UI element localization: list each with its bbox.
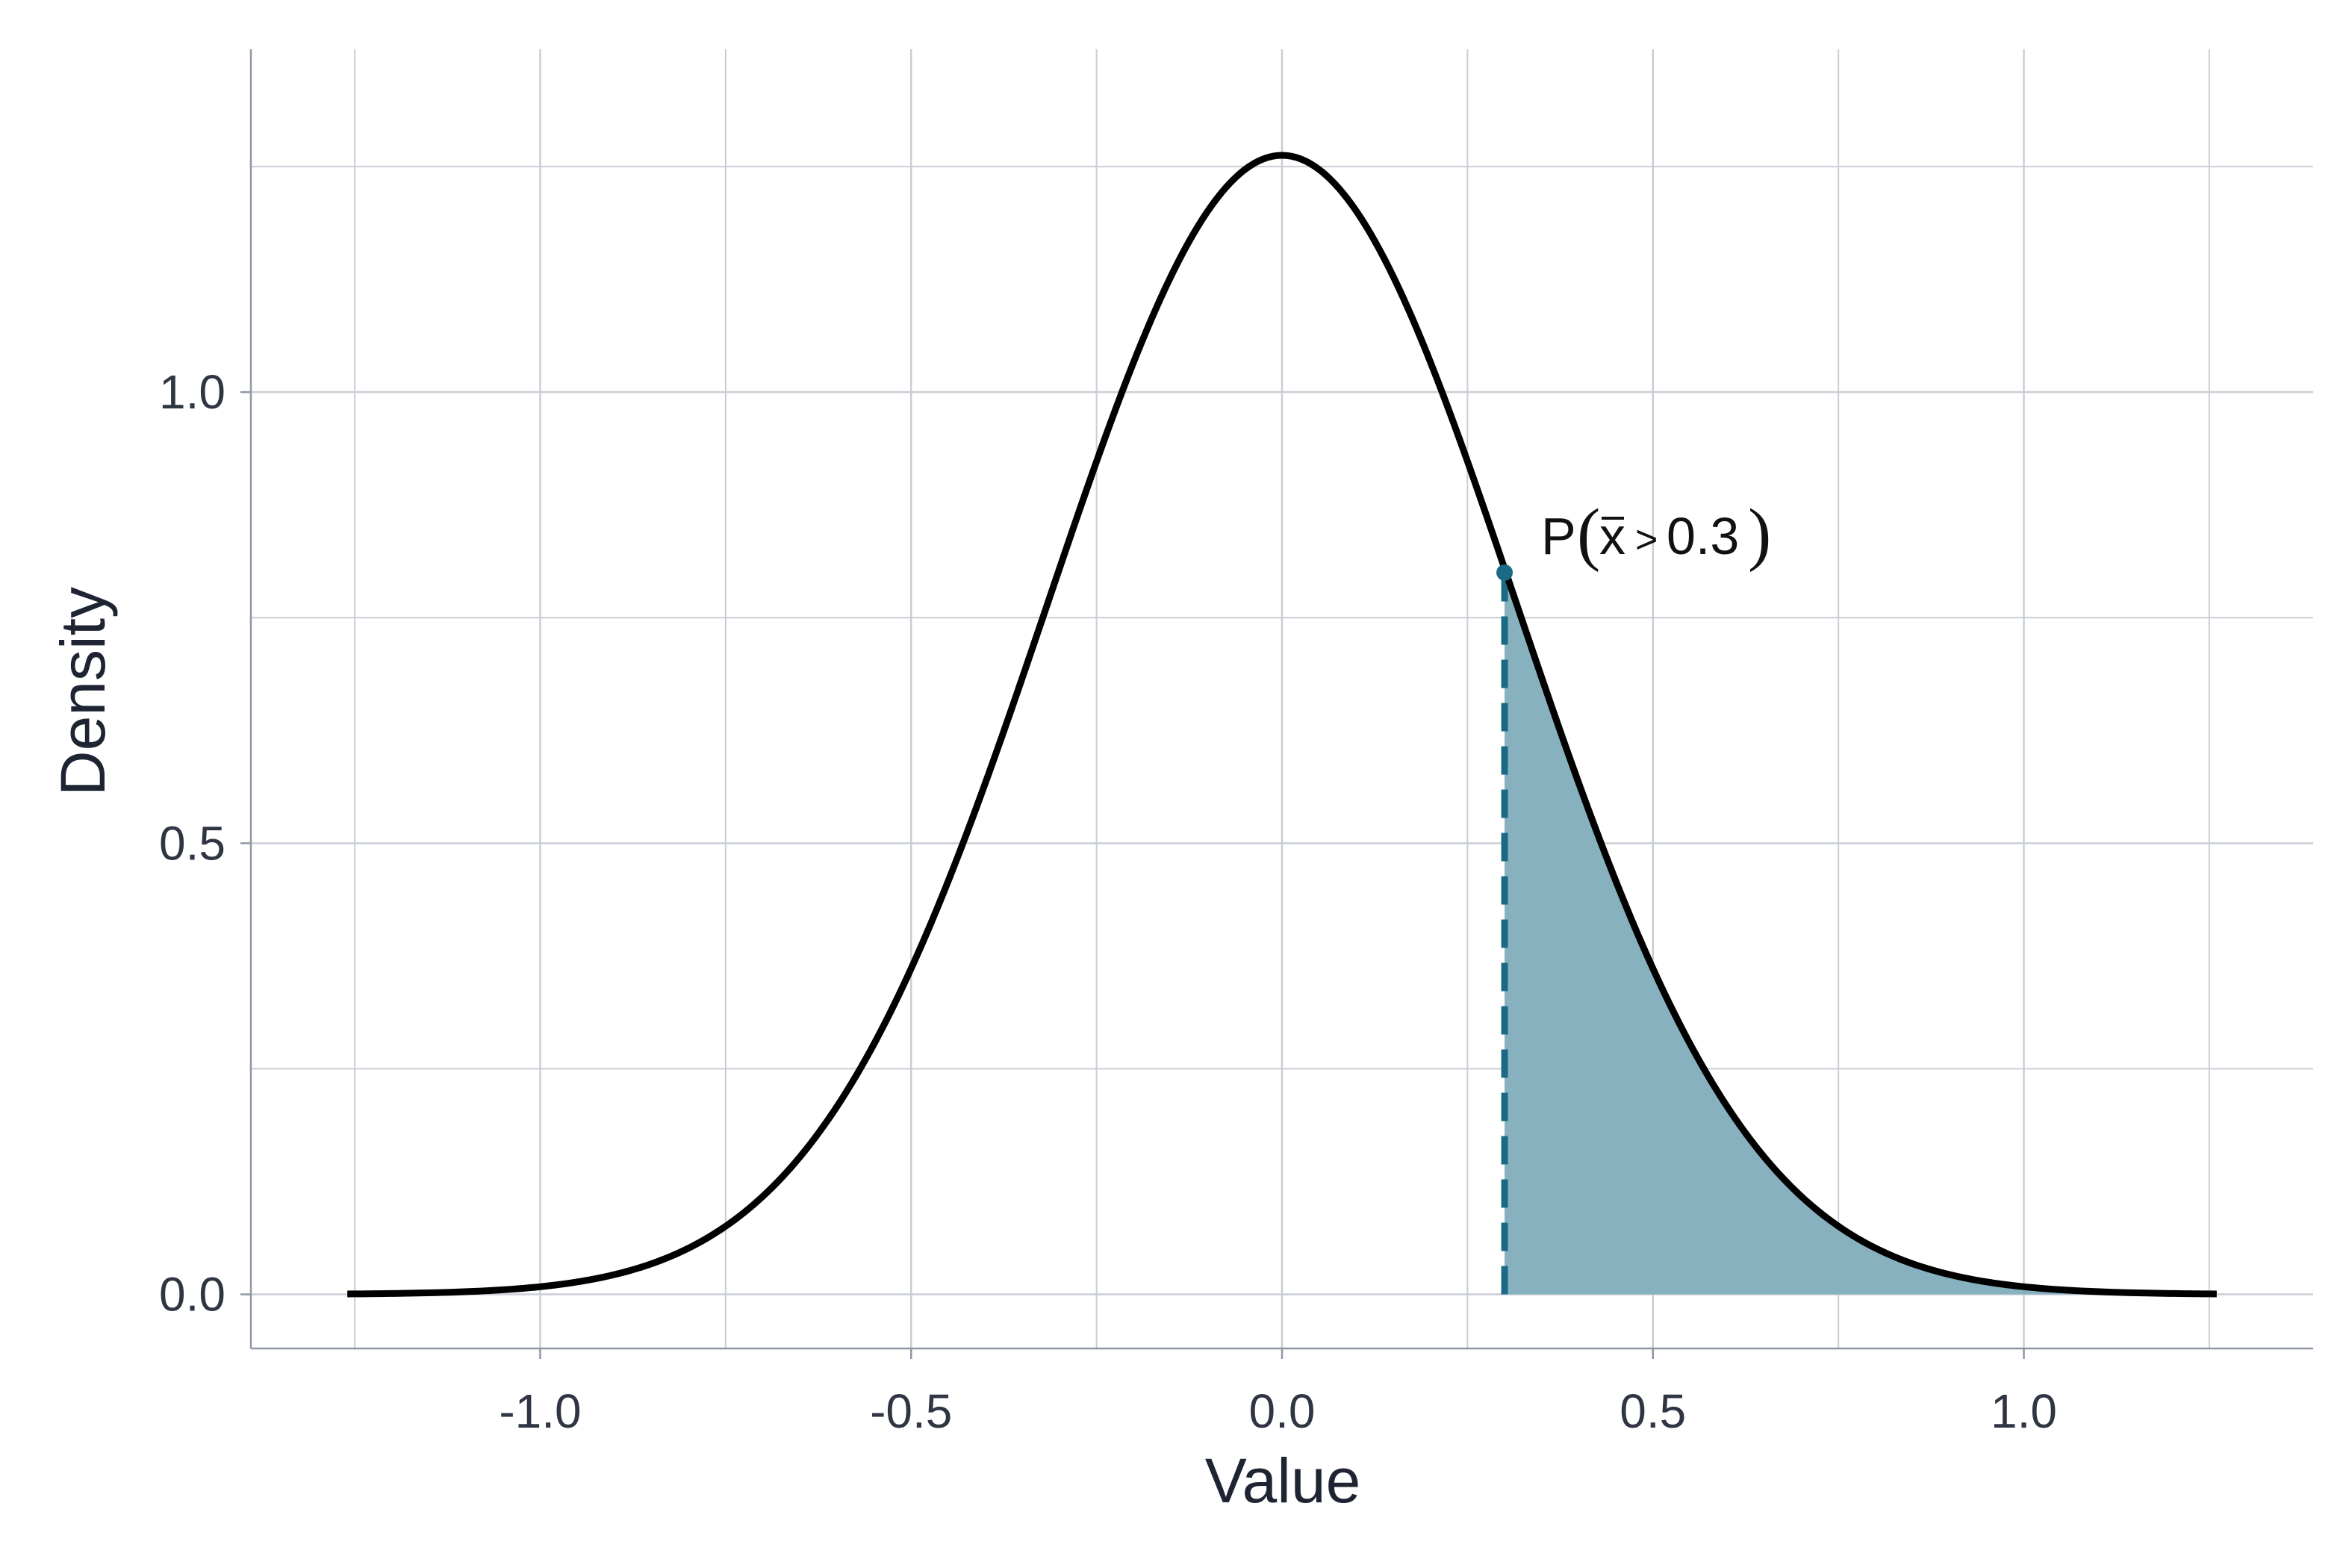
major-gridlines [251, 49, 2313, 1348]
x-tick-label: -1.0 [499, 1384, 581, 1438]
threshold-point [1496, 564, 1513, 581]
annotation-value: 0.3 [1667, 507, 1739, 565]
x-tick-label: 0.0 [1249, 1384, 1316, 1438]
annotation-operator: > [1635, 518, 1658, 561]
annotation-open-paren: ( [1577, 495, 1600, 573]
y-axis-title: Density [48, 587, 118, 796]
density-curve-layer [347, 152, 2217, 1298]
y-tick-label: 1.0 [159, 365, 225, 419]
y-tick-label: 0.5 [159, 816, 225, 870]
x-axis-title: Value [1205, 1446, 1361, 1516]
probability-annotation: P ( x > 0.3 ) [1541, 495, 1771, 573]
shaded-region-layer [1505, 568, 2217, 1295]
x-tick-label: 1.0 [1991, 1384, 2057, 1438]
y-tick-labels: 0.0 0.5 1.0 [159, 365, 251, 1322]
annotation-close-paren: ) [1748, 495, 1771, 573]
x-tick-label: 0.5 [1620, 1384, 1686, 1438]
shaded-tail-area [1505, 568, 2217, 1295]
x-tick-label: -0.5 [870, 1384, 952, 1438]
y-tick-label: 0.0 [159, 1268, 225, 1322]
x-tick-labels: -1.0 -0.5 0.0 0.5 1.0 [499, 1348, 2057, 1438]
annotation-xbar: x [1599, 507, 1625, 565]
density-curve [347, 152, 2217, 1298]
annotation-prefix: P [1541, 507, 1576, 565]
